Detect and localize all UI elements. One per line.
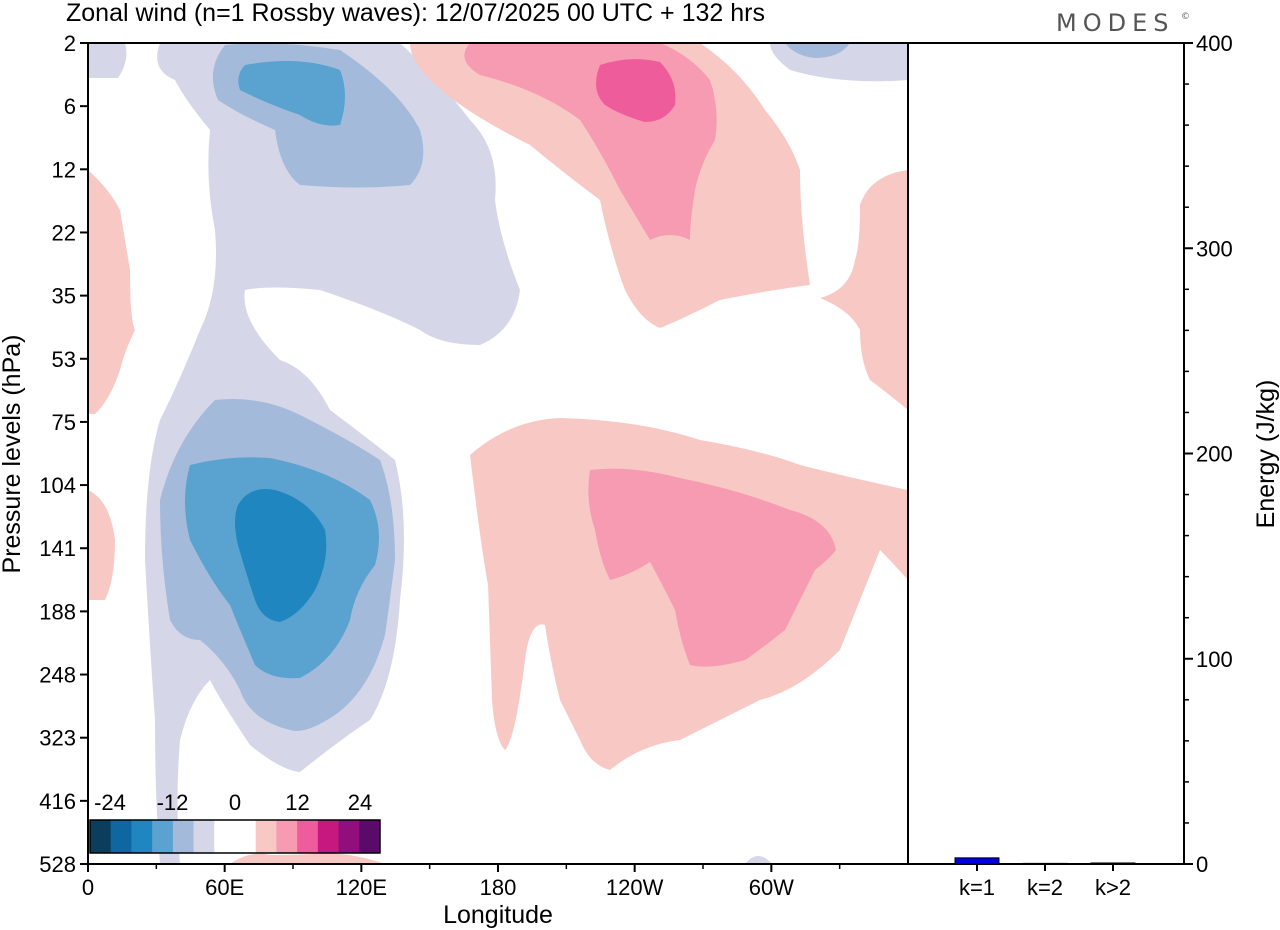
colorbar-swatch <box>338 820 360 853</box>
contour-region-pos-2 <box>88 170 135 414</box>
colorbar-tick-label: 0 <box>229 790 241 815</box>
chart-title: Zonal wind (n=1 Rossby waves): 12/07/202… <box>66 0 765 27</box>
pressure-tick-label: 528 <box>39 852 76 877</box>
pressure-tick-label: 104 <box>39 473 76 498</box>
pressure-tick-label: 141 <box>39 536 76 561</box>
colorbar-swatch <box>172 820 195 853</box>
longitude-tick-label: 120W <box>606 875 664 900</box>
energy-bar <box>954 857 1000 865</box>
pressure-tick-label: 248 <box>39 663 76 688</box>
colorbar-tick-label: -12 <box>157 790 189 815</box>
colorbar: -24 -12 0 12 24 <box>89 790 381 854</box>
longitude-tick-label: 180 <box>480 875 517 900</box>
pressure-tick-label: 188 <box>39 599 76 624</box>
pressure-tick-label: 416 <box>39 789 76 814</box>
energy-tick-label: 400 <box>1196 31 1233 56</box>
energy-bars: k=1 k=2 k>2 <box>954 857 1136 900</box>
contour-region-neg-5 <box>785 43 850 58</box>
colorbar-tick-label: 12 <box>285 790 309 815</box>
colorbar-swatch <box>255 820 277 853</box>
colorbar-tick-label: 24 <box>348 790 372 815</box>
x-axis-label: Longitude <box>443 901 553 929</box>
pressure-tick-label: 323 <box>39 726 76 751</box>
pressure-tick-label: 6 <box>64 94 76 119</box>
longitude-tick-label: 60E <box>205 875 244 900</box>
logo-copyright-mark: © <box>1181 12 1190 22</box>
energy-bar <box>1090 862 1136 865</box>
colorbar-swatch <box>110 820 132 853</box>
colorbar-swatch <box>276 820 298 853</box>
energy-tick-label: 300 <box>1196 236 1233 261</box>
contour-region-pos-3 <box>88 490 115 600</box>
colorbar-swatch <box>297 820 319 853</box>
colorbar-swatch <box>317 820 340 853</box>
colorbar-swatch <box>131 820 153 853</box>
energy-panel-frame <box>907 42 1185 865</box>
energy-category-label: k>2 <box>1095 875 1131 900</box>
pressure-axis: 2 6 12 22 35 53 75 104 141 188 248 323 416 528 <box>39 31 88 877</box>
pressure-tick-label: 35 <box>52 284 76 309</box>
contour-region-pos-6 <box>230 853 385 864</box>
longitude-axis: 0 60E 120E 180 120W 60W <box>82 864 841 900</box>
energy-axis: 0 100 200 300 400 <box>1184 31 1233 877</box>
energy-category-label: k=1 <box>959 875 995 900</box>
contour-region-neg-1 <box>88 43 127 78</box>
colorbar-swatch <box>193 820 215 853</box>
y-axis-label: Pressure levels (hPa) <box>0 335 26 574</box>
pressure-tick-label: 12 <box>52 157 76 182</box>
colorbar-swatch <box>214 820 236 853</box>
pressure-tick-label: 2 <box>64 31 76 56</box>
colorbar-swatch <box>359 820 381 853</box>
colorbar-swatch <box>235 820 257 853</box>
energy-tick-label: 200 <box>1196 442 1233 467</box>
contour-region-neg-10 <box>235 489 327 622</box>
longitude-tick-label: 120E <box>336 875 387 900</box>
contour-region-pos-9 <box>596 59 676 122</box>
colorbar-frame <box>89 819 381 854</box>
energy-tick-label: 100 <box>1196 647 1233 672</box>
contour-field <box>88 43 908 864</box>
longitude-tick-label: 0 <box>82 875 94 900</box>
colorbar-swatch <box>152 820 174 853</box>
pressure-tick-label: 75 <box>52 410 76 435</box>
colorbar-swatch <box>90 820 112 853</box>
pressure-tick-label: 22 <box>52 220 76 245</box>
colorbar-tick-label: -24 <box>94 790 126 815</box>
contour-region-pos-4 <box>820 170 908 410</box>
contour-region-pos-8 <box>588 468 836 667</box>
contour-region-neg-8 <box>238 61 345 126</box>
contour-region-neg-4 <box>745 856 772 864</box>
longitude-tick-label: 60W <box>749 875 794 900</box>
energy-category-label: k=2 <box>1027 875 1063 900</box>
energy-axis-label: Energy (J/kg) <box>1252 380 1280 529</box>
modes-logo: MODES <box>1056 9 1174 37</box>
energy-tick-label: 0 <box>1196 852 1208 877</box>
pressure-tick-label: 53 <box>52 347 76 372</box>
